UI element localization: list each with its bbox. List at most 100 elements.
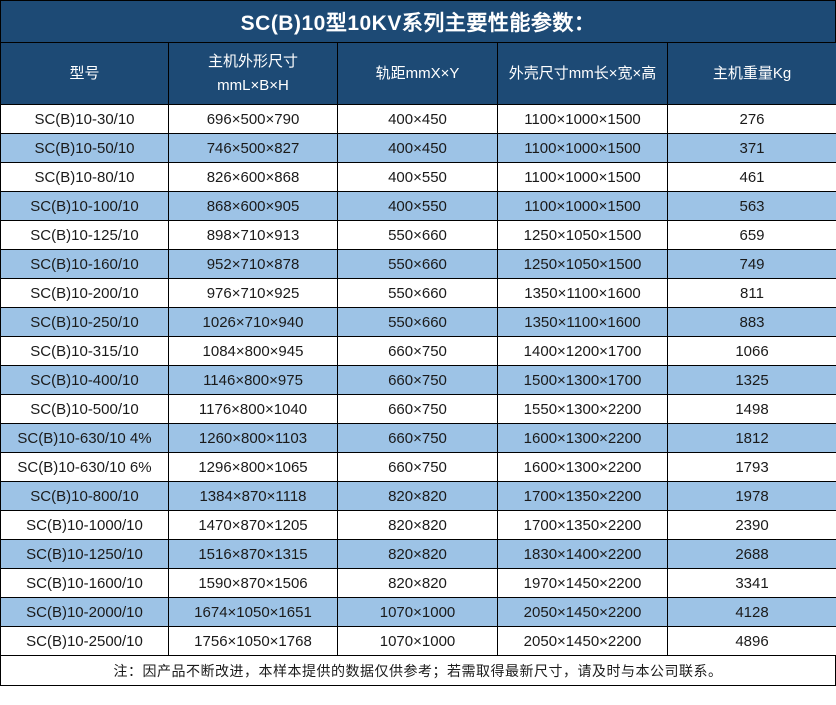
col-header-weight: 主机重量Kg	[667, 42, 836, 105]
table-row: SC(B)10-250/10 1026×710×940 550×660 1350×11…	[0, 307, 836, 337]
table-cell: 1830×1400×2200	[497, 539, 668, 569]
table-cell: 1700×1350×2200	[497, 481, 668, 511]
table-cell: 3341	[667, 568, 836, 598]
table-cell: 660×750	[337, 423, 498, 453]
table-cell: 563	[667, 191, 836, 221]
col-header-rail-gauge: 轨距mmX×Y	[337, 42, 498, 105]
table-row: SC(B)10-800/10 1384×870×1118 820×820 1700×1…	[0, 481, 836, 511]
table-cell: 1066	[667, 336, 836, 366]
table-cell: 868×600×905	[168, 191, 338, 221]
table-cell: 550×660	[337, 220, 498, 250]
table-cell: 660×750	[337, 365, 498, 395]
table-row: SC(B)10-1600/10 1590×870×1506 820×820 1970×…	[0, 568, 836, 598]
table-row: SC(B)10-500/10 1176×800×1040 660×750 1550×1…	[0, 394, 836, 424]
table-cell: 696×500×790	[168, 104, 338, 134]
table-cell: SC(B)10-1600/10	[0, 568, 169, 598]
table-row: SC(B)10-100/10 868×600×905 400×550 1100×100…	[0, 191, 836, 221]
table-cell: 400×550	[337, 191, 498, 221]
table-cell: 1600×1300×2200	[497, 452, 668, 482]
table-cell: 1516×870×1315	[168, 539, 338, 569]
table-cell: 276	[667, 104, 836, 134]
col-header-model: 型号	[0, 42, 169, 105]
table-cell: 1260×800×1103	[168, 423, 338, 453]
spec-table: 型号 主机外形尺寸 mmL×B×H 轨距mmX×Y 外壳尺寸mm长×宽×高 主机…	[0, 42, 836, 656]
table-cell: 820×820	[337, 510, 498, 540]
table-cell: SC(B)10-500/10	[0, 394, 169, 424]
table-row: SC(B)10-160/10 952×710×878 550×660 1250×105…	[0, 249, 836, 279]
table-row: SC(B)10-630/10 4% 1260×800×1103 660×750 160…	[0, 423, 836, 453]
table-cell: SC(B)10-200/10	[0, 278, 169, 308]
table-cell: 550×660	[337, 307, 498, 337]
table-cell: 660×750	[337, 394, 498, 424]
table-cell: 2390	[667, 510, 836, 540]
table-cell: 550×660	[337, 249, 498, 279]
table-cell: 898×710×913	[168, 220, 338, 250]
table-cell: 746×500×827	[168, 133, 338, 163]
table-cell: 1400×1200×1700	[497, 336, 668, 366]
table-cell: 1026×710×940	[168, 307, 338, 337]
table-cell: 1100×1000×1500	[497, 133, 668, 163]
table-cell: 461	[667, 162, 836, 192]
table-row: SC(B)10-315/10 1084×800×945 660×750 1400×12…	[0, 336, 836, 366]
table-body: SC(B)10-30/10 696×500×790 400×450 1100×1000…	[0, 104, 836, 656]
table-cell: 1756×1050×1768	[168, 626, 338, 656]
table-cell: SC(B)10-630/10 6%	[0, 452, 169, 482]
table-cell: 1700×1350×2200	[497, 510, 668, 540]
table-cell: SC(B)10-2500/10	[0, 626, 169, 656]
table-row: SC(B)10-1000/10 1470×870×1205 820×820 1700×…	[0, 510, 836, 540]
table-cell: 1325	[667, 365, 836, 395]
table-cell: 1100×1000×1500	[497, 104, 668, 134]
table-cell: 2050×1450×2200	[497, 597, 668, 627]
table-cell: 1384×870×1118	[168, 481, 338, 511]
table-cell: SC(B)10-50/10	[0, 133, 169, 163]
table-row: SC(B)10-125/10 898×710×913 550×660 1250×105…	[0, 220, 836, 250]
table-cell: SC(B)10-100/10	[0, 191, 169, 221]
table-cell: SC(B)10-160/10	[0, 249, 169, 279]
table-row: SC(B)10-2500/10 1756×1050×1768 1070×1000 20…	[0, 626, 836, 656]
table-row: SC(B)10-200/10 976×710×925 550×660 1350×110…	[0, 278, 836, 308]
table-cell: 1600×1300×2200	[497, 423, 668, 453]
table-row: SC(B)10-630/10 6% 1296×800×1065 660×750 160…	[0, 452, 836, 482]
table-cell: 826×600×868	[168, 162, 338, 192]
table-cell: 400×450	[337, 133, 498, 163]
table-cell: 371	[667, 133, 836, 163]
table-cell: 1500×1300×1700	[497, 365, 668, 395]
table-cell: 1590×870×1506	[168, 568, 338, 598]
table-cell: 660×750	[337, 336, 498, 366]
col-header-unit-dimensions: 主机外形尺寸 mmL×B×H	[168, 42, 338, 105]
table-cell: SC(B)10-1000/10	[0, 510, 169, 540]
table-cell: SC(B)10-30/10	[0, 104, 169, 134]
table-cell: 2050×1450×2200	[497, 626, 668, 656]
table-cell: 4128	[667, 597, 836, 627]
table-cell: 1498	[667, 394, 836, 424]
table-cell: 820×820	[337, 481, 498, 511]
table-cell: 1812	[667, 423, 836, 453]
table-cell: 952×710×878	[168, 249, 338, 279]
table-cell: SC(B)10-800/10	[0, 481, 169, 511]
table-cell: 1296×800×1065	[168, 452, 338, 482]
table-cell: 1793	[667, 452, 836, 482]
table-cell: SC(B)10-125/10	[0, 220, 169, 250]
table-cell: 749	[667, 249, 836, 279]
table-cell: 1350×1100×1600	[497, 307, 668, 337]
table-cell: 400×550	[337, 162, 498, 192]
table-cell: 1176×800×1040	[168, 394, 338, 424]
table-row: SC(B)10-30/10 696×500×790 400×450 1100×1000…	[0, 104, 836, 134]
table-cell: 811	[667, 278, 836, 308]
table-cell: 659	[667, 220, 836, 250]
table-cell: 660×750	[337, 452, 498, 482]
table-row: SC(B)10-400/10 1146×800×975 660×750 1500×13…	[0, 365, 836, 395]
table-header: 型号 主机外形尺寸 mmL×B×H 轨距mmX×Y 外壳尺寸mm长×宽×高 主机…	[0, 42, 836, 105]
table-cell: SC(B)10-80/10	[0, 162, 169, 192]
header-row: 型号 主机外形尺寸 mmL×B×H 轨距mmX×Y 外壳尺寸mm长×宽×高 主机…	[0, 42, 836, 105]
table-row: SC(B)10-1250/10 1516×870×1315 820×820 1830×…	[0, 539, 836, 569]
table-cell: 1250×1050×1500	[497, 220, 668, 250]
table-cell: 976×710×925	[168, 278, 338, 308]
table-row: SC(B)10-2000/10 1674×1050×1651 1070×1000 20…	[0, 597, 836, 627]
table-title: SC(B)10型10KV系列主要性能参数：	[0, 0, 836, 42]
footer-note: 注：因产品不断改进，本样本提供的数据仅供参考；若需取得最新尺寸，请及时与本公司联…	[0, 656, 836, 686]
table-cell: 820×820	[337, 539, 498, 569]
table-cell: 820×820	[337, 568, 498, 598]
table-cell: 2688	[667, 539, 836, 569]
